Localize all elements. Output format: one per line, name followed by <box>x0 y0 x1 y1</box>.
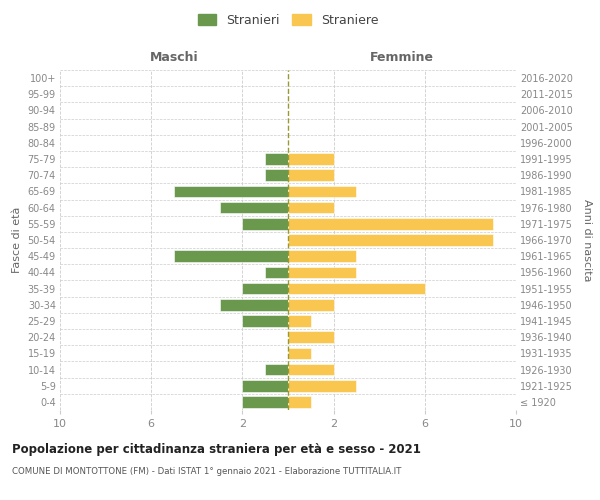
Bar <box>174 186 288 198</box>
Bar <box>242 380 288 392</box>
Bar <box>288 186 356 198</box>
Bar <box>288 170 334 181</box>
Y-axis label: Fasce di età: Fasce di età <box>12 207 22 273</box>
Bar <box>265 266 288 278</box>
Bar <box>288 396 311 407</box>
Bar <box>265 153 288 165</box>
Bar <box>288 266 356 278</box>
Bar <box>288 282 425 294</box>
Bar <box>242 218 288 230</box>
Text: Femmine: Femmine <box>370 50 434 64</box>
Bar <box>242 396 288 407</box>
Bar <box>288 202 334 213</box>
Bar <box>265 170 288 181</box>
Bar <box>288 348 311 359</box>
Bar <box>288 332 334 343</box>
Text: COMUNE DI MONTOTTONE (FM) - Dati ISTAT 1° gennaio 2021 - Elaborazione TUTTITALIA: COMUNE DI MONTOTTONE (FM) - Dati ISTAT 1… <box>12 468 401 476</box>
Bar <box>288 218 493 230</box>
Bar <box>288 153 334 165</box>
Bar <box>288 315 311 327</box>
Bar <box>288 380 356 392</box>
Bar <box>242 282 288 294</box>
Bar <box>288 299 334 310</box>
Y-axis label: Anni di nascita: Anni di nascita <box>583 198 592 281</box>
Bar <box>220 202 288 213</box>
Bar <box>220 299 288 310</box>
Bar <box>288 234 493 246</box>
Text: Maschi: Maschi <box>149 50 199 64</box>
Bar <box>242 315 288 327</box>
Legend: Stranieri, Straniere: Stranieri, Straniere <box>193 8 383 32</box>
Text: Popolazione per cittadinanza straniera per età e sesso - 2021: Popolazione per cittadinanza straniera p… <box>12 442 421 456</box>
Bar <box>174 250 288 262</box>
Bar <box>288 364 334 376</box>
Bar <box>288 250 356 262</box>
Bar <box>265 364 288 376</box>
